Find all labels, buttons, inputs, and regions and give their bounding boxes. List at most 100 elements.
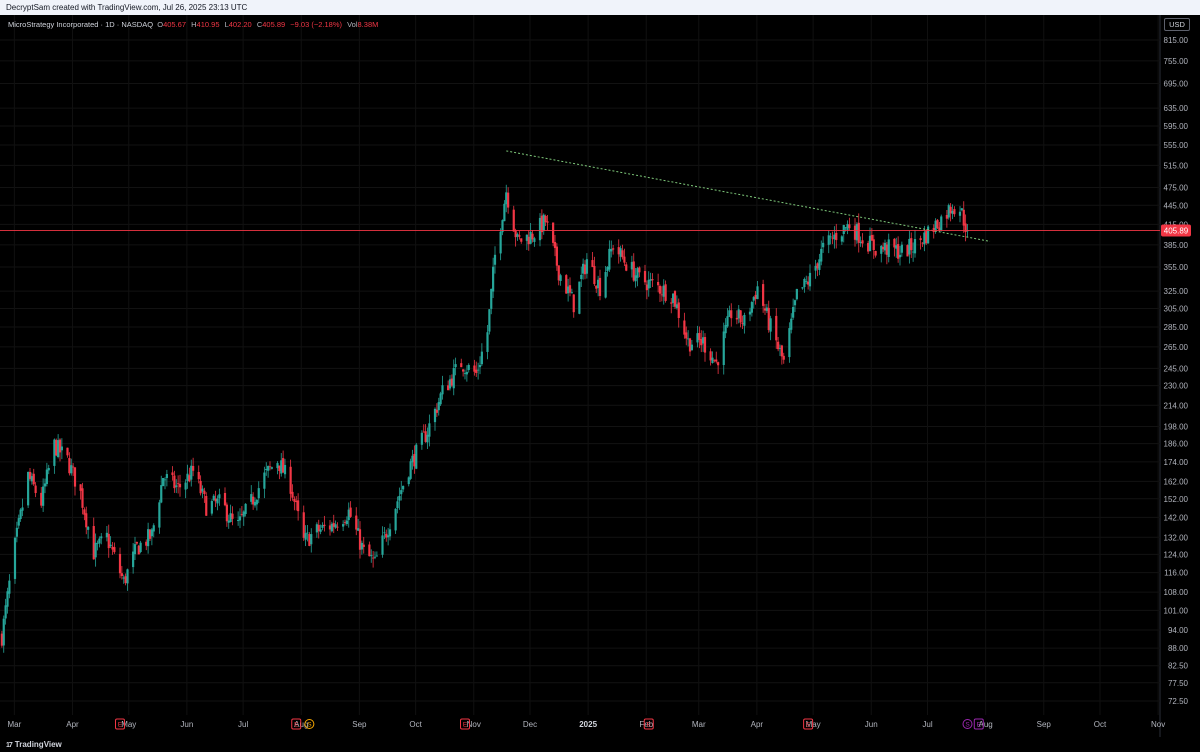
y-tick-label: 142.00 <box>1164 513 1189 522</box>
candle-body <box>304 533 307 540</box>
event-marker-icon[interactable]: S <box>304 719 315 729</box>
candle-body <box>715 359 718 362</box>
candle-body <box>227 520 230 523</box>
earnings-marker-icon[interactable]: E <box>115 718 125 730</box>
candle-body <box>900 244 903 253</box>
y-tick-label: 265.00 <box>1164 343 1189 352</box>
candle-body <box>660 294 663 296</box>
candle-body <box>610 248 613 252</box>
candle-body <box>19 509 22 520</box>
candle-body <box>336 526 339 528</box>
candle-body <box>598 277 602 296</box>
candle-body <box>441 385 444 395</box>
event-marker-icon[interactable]: S <box>962 719 973 729</box>
y-tick-label: 88.00 <box>1168 644 1189 653</box>
candle-body <box>546 221 549 223</box>
candle-body <box>919 238 922 241</box>
candle-body <box>492 266 495 292</box>
candle-body <box>357 528 360 531</box>
candle-body <box>853 225 857 240</box>
candle-body <box>362 544 365 547</box>
candle-body <box>670 302 673 304</box>
high-label: H <box>191 20 197 29</box>
event-marker-label: S <box>307 722 312 729</box>
candle-body <box>949 206 952 214</box>
candle-body <box>778 348 782 349</box>
candle-body <box>47 467 50 471</box>
candle-body <box>861 240 864 244</box>
candle-body <box>321 525 324 528</box>
chart-area[interactable] <box>0 15 1200 737</box>
y-tick-label: 445.00 <box>1164 201 1189 210</box>
candle-body <box>552 222 555 243</box>
candle-body <box>683 320 686 335</box>
candle-body <box>741 323 744 324</box>
x-tick-label: May <box>121 720 136 729</box>
candle-body <box>255 499 258 505</box>
candle-body <box>840 236 843 242</box>
candle-body <box>98 538 101 544</box>
candle-body <box>323 524 326 526</box>
candle-body <box>231 513 234 519</box>
candle-body <box>649 279 652 281</box>
candle-body <box>645 284 648 291</box>
candle-body <box>657 282 660 286</box>
candle-body <box>448 379 452 389</box>
candle-body <box>814 265 817 271</box>
y-tick-label: 515.00 <box>1164 161 1189 170</box>
candle-body <box>480 351 483 365</box>
y-tick-label: 555.00 <box>1164 141 1189 150</box>
candle-body <box>868 235 872 252</box>
candle-body <box>750 302 753 313</box>
earnings-marker-icon[interactable]: E <box>460 718 470 730</box>
candle-body <box>557 265 560 281</box>
earnings-marker-icon[interactable]: E <box>291 718 302 730</box>
candle-body <box>698 332 701 341</box>
candle-body <box>263 472 266 489</box>
candle-body <box>428 423 431 437</box>
candle-body <box>105 532 108 538</box>
candle-body <box>462 369 465 372</box>
candle-body <box>765 307 768 311</box>
candle-body <box>726 316 729 327</box>
open-value: 405.67 <box>163 20 187 29</box>
y-tick-label: 162.00 <box>1164 477 1189 486</box>
candle-body <box>953 209 956 215</box>
candle-body <box>43 483 47 487</box>
candle-body <box>885 244 888 255</box>
y-tick-label: 355.00 <box>1164 263 1189 272</box>
earnings-marker-icon[interactable]: E <box>643 718 654 730</box>
earnings-marker-icon[interactable]: E <box>803 718 814 730</box>
candle-body <box>792 307 795 318</box>
candle-body <box>940 216 943 231</box>
tradingview-logo-icon: 17 <box>6 742 13 749</box>
candle-body <box>402 485 405 490</box>
candle-body <box>518 235 521 237</box>
currency-button[interactable]: USD <box>1164 18 1190 31</box>
candle-body <box>295 500 298 503</box>
candle-body <box>501 220 504 233</box>
candle-body <box>514 230 517 238</box>
earnings-marker-icon[interactable]: E <box>973 718 984 730</box>
candle-body <box>932 227 935 232</box>
candle-body <box>493 254 497 265</box>
candle-body <box>53 439 56 466</box>
candle-body <box>855 224 858 241</box>
price-chart[interactable]: 815.00 755.00 695.00 635.00 595.00 555.00 515.… <box>0 15 1200 737</box>
candle-body <box>898 254 902 258</box>
candle-body <box>68 458 71 474</box>
candle-body <box>358 529 362 550</box>
symbol-title[interactable]: MicroStrategy Incorporated · 1D · NASDAQ <box>8 20 154 29</box>
candle-body <box>923 232 926 245</box>
y-tick-label: 198.00 <box>1164 423 1189 432</box>
y-tick-label: 755.00 <box>1164 57 1189 66</box>
candle-body <box>388 529 392 537</box>
candle-body <box>212 495 215 500</box>
candle-body <box>700 339 703 346</box>
candle-body <box>400 490 403 495</box>
tradingview-brand: TradingView <box>14 740 62 749</box>
candle-body <box>672 293 675 303</box>
candle-body <box>306 532 309 534</box>
candle-body <box>407 477 410 485</box>
trendline[interactable] <box>506 150 991 242</box>
